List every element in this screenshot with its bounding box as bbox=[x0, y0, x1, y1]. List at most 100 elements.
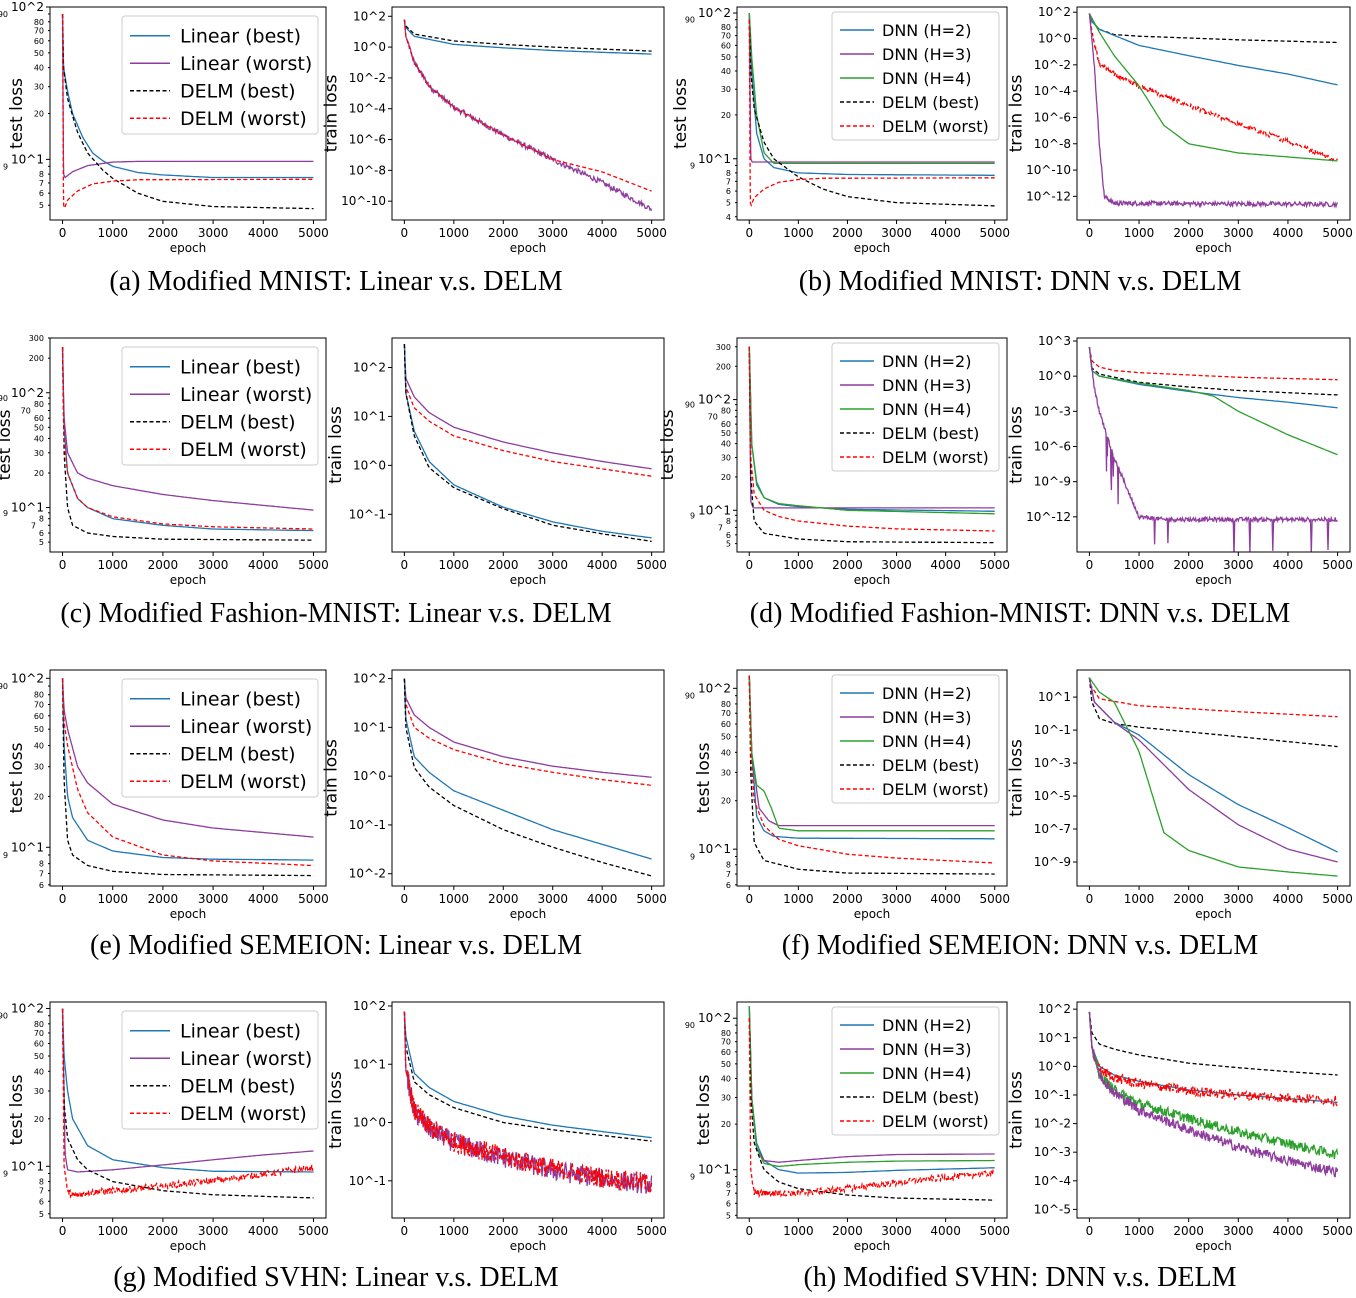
y-tick-label: 10^-3 bbox=[1034, 1145, 1071, 1159]
y-tick-label: 20 bbox=[721, 1120, 731, 1129]
y-tick-label: 300 bbox=[29, 334, 44, 343]
series-line-dnn-h-4- bbox=[748, 675, 995, 832]
y-tick-label: 70 bbox=[34, 1029, 44, 1038]
x-tick-label: 4000 bbox=[587, 892, 618, 906]
legend-label: DNN (H=3) bbox=[882, 1040, 971, 1059]
axes-frame bbox=[391, 669, 665, 887]
y-axis-label: test loss bbox=[658, 409, 678, 480]
series-group bbox=[403, 344, 652, 543]
series-line-3 bbox=[1088, 677, 1338, 863]
x-tick-label: 0 bbox=[745, 558, 753, 572]
x-tick-label: 5000 bbox=[1322, 1224, 1353, 1238]
x-tick-label: 4000 bbox=[248, 226, 279, 240]
series-line-delm-worst- bbox=[748, 346, 995, 532]
y-tick-label: 10^3 bbox=[1038, 334, 1071, 348]
y-tick-label: 9 bbox=[690, 853, 695, 862]
series-group bbox=[748, 675, 995, 875]
x-axis-label: epoch bbox=[170, 907, 207, 921]
y-tick-label: 10^-12 bbox=[1026, 189, 1071, 203]
series-group bbox=[403, 19, 653, 212]
y-tick-label: 50 bbox=[721, 1060, 731, 1069]
y-tick-label: 10^0 bbox=[1038, 369, 1071, 383]
legend-label: Linear (best) bbox=[180, 1021, 301, 1043]
legend-label: Linear (worst) bbox=[180, 1048, 312, 1070]
y-axis-label: train loss bbox=[326, 406, 346, 484]
axes-frame bbox=[1076, 1001, 1351, 1219]
series-line-delm-worst- bbox=[748, 675, 995, 864]
y-tick-label: 10^-9 bbox=[1034, 855, 1071, 869]
x-axis-label: epoch bbox=[1195, 573, 1232, 587]
x-tick-label: 3000 bbox=[537, 226, 568, 240]
y-tick-label: 30 bbox=[721, 453, 731, 462]
y-tick-label: 6 bbox=[39, 189, 44, 198]
series-line-delm-best- bbox=[748, 346, 995, 544]
y-tick-label: 70 bbox=[721, 709, 731, 718]
y-tick-label: 7 bbox=[39, 1187, 44, 1196]
y-tick-label: 80 bbox=[721, 23, 731, 32]
x-axis-label: epoch bbox=[510, 241, 547, 255]
x-tick-label: 4000 bbox=[1273, 226, 1304, 240]
x-tick-label: 5000 bbox=[636, 558, 667, 572]
x-axis-label: epoch bbox=[1195, 907, 1232, 921]
y-tick-label: 5 bbox=[39, 1210, 44, 1219]
x-tick-label: 0 bbox=[745, 1224, 753, 1238]
series-group bbox=[403, 678, 652, 877]
y-tick-label: 20 bbox=[34, 469, 44, 478]
x-tick-label: 2000 bbox=[148, 226, 179, 240]
x-tick-label: 5000 bbox=[979, 1224, 1010, 1238]
legend-label: DNN (H=2) bbox=[882, 21, 971, 40]
series-group bbox=[61, 13, 314, 210]
x-tick-label: 1000 bbox=[783, 558, 814, 572]
axes-frame bbox=[1076, 669, 1351, 887]
legend-box bbox=[121, 678, 319, 798]
y-tick-label: 200 bbox=[29, 354, 44, 363]
y-tick-label: 90 bbox=[0, 1012, 8, 1021]
y-tick-label: 70 bbox=[21, 407, 31, 416]
y-tick-label: 9 bbox=[690, 161, 695, 170]
series-line-delm-best- bbox=[61, 347, 314, 541]
x-tick-label: 5000 bbox=[298, 892, 329, 906]
y-tick-label: 10^2 bbox=[353, 999, 386, 1013]
series-line-0 bbox=[1088, 347, 1338, 381]
x-tick-label: 2000 bbox=[148, 892, 179, 906]
x-tick-label: 4000 bbox=[248, 558, 279, 572]
y-tick-label: 200 bbox=[716, 362, 731, 371]
y-tick-label: 90 bbox=[685, 1021, 695, 1030]
y-tick-label: 50 bbox=[721, 733, 731, 742]
series-group bbox=[748, 1006, 996, 1201]
axes-frame bbox=[736, 669, 1008, 887]
series-line-delm-best- bbox=[748, 19, 995, 207]
y-tick-label: 50 bbox=[721, 53, 731, 62]
x-tick-label: 4000 bbox=[587, 1224, 618, 1238]
series-line-0 bbox=[403, 678, 652, 778]
y-tick-label: 90 bbox=[685, 16, 695, 25]
y-tick-label: 80 bbox=[34, 691, 44, 700]
x-tick-label: 5000 bbox=[979, 558, 1010, 572]
y-tick-label: 50 bbox=[34, 725, 44, 734]
legend-box bbox=[831, 11, 1000, 141]
series-line-delm-worst- bbox=[61, 13, 314, 210]
x-tick-label: 3000 bbox=[537, 892, 568, 906]
y-tick-label: 5 bbox=[39, 201, 44, 210]
x-tick-label: 3000 bbox=[537, 1224, 568, 1238]
y-tick-label: 9 bbox=[690, 1173, 695, 1182]
series-line-linear-worst- bbox=[61, 678, 314, 838]
series-line-2 bbox=[1088, 1011, 1339, 1108]
legend: Linear (best) Linear (worst) DELM (best) DE… bbox=[121, 678, 319, 798]
series-line-delm-worst- bbox=[61, 678, 314, 867]
caption-c: (c) Modified Fashion-MNIST: Linear v.s. … bbox=[60, 598, 612, 629]
x-tick-label: 2000 bbox=[148, 1224, 179, 1238]
y-tick-label: 60 bbox=[34, 712, 44, 721]
series-line-3 bbox=[1088, 347, 1338, 456]
y-tick-label: 9 bbox=[3, 1169, 8, 1178]
series-group bbox=[1088, 347, 1338, 552]
chart-e-train-loss: 0 1000 2000 3000 4000 5000 10^2 10^1 10^0 10^-1 10… bbox=[322, 669, 667, 921]
y-tick-label: 7 bbox=[718, 523, 723, 532]
y-axis-label: test loss bbox=[7, 742, 27, 813]
y-tick-label: 10^1 bbox=[11, 1159, 44, 1173]
x-tick-label: 1000 bbox=[97, 892, 128, 906]
series-line-1 bbox=[403, 19, 652, 52]
x-tick-label: 1000 bbox=[783, 892, 814, 906]
